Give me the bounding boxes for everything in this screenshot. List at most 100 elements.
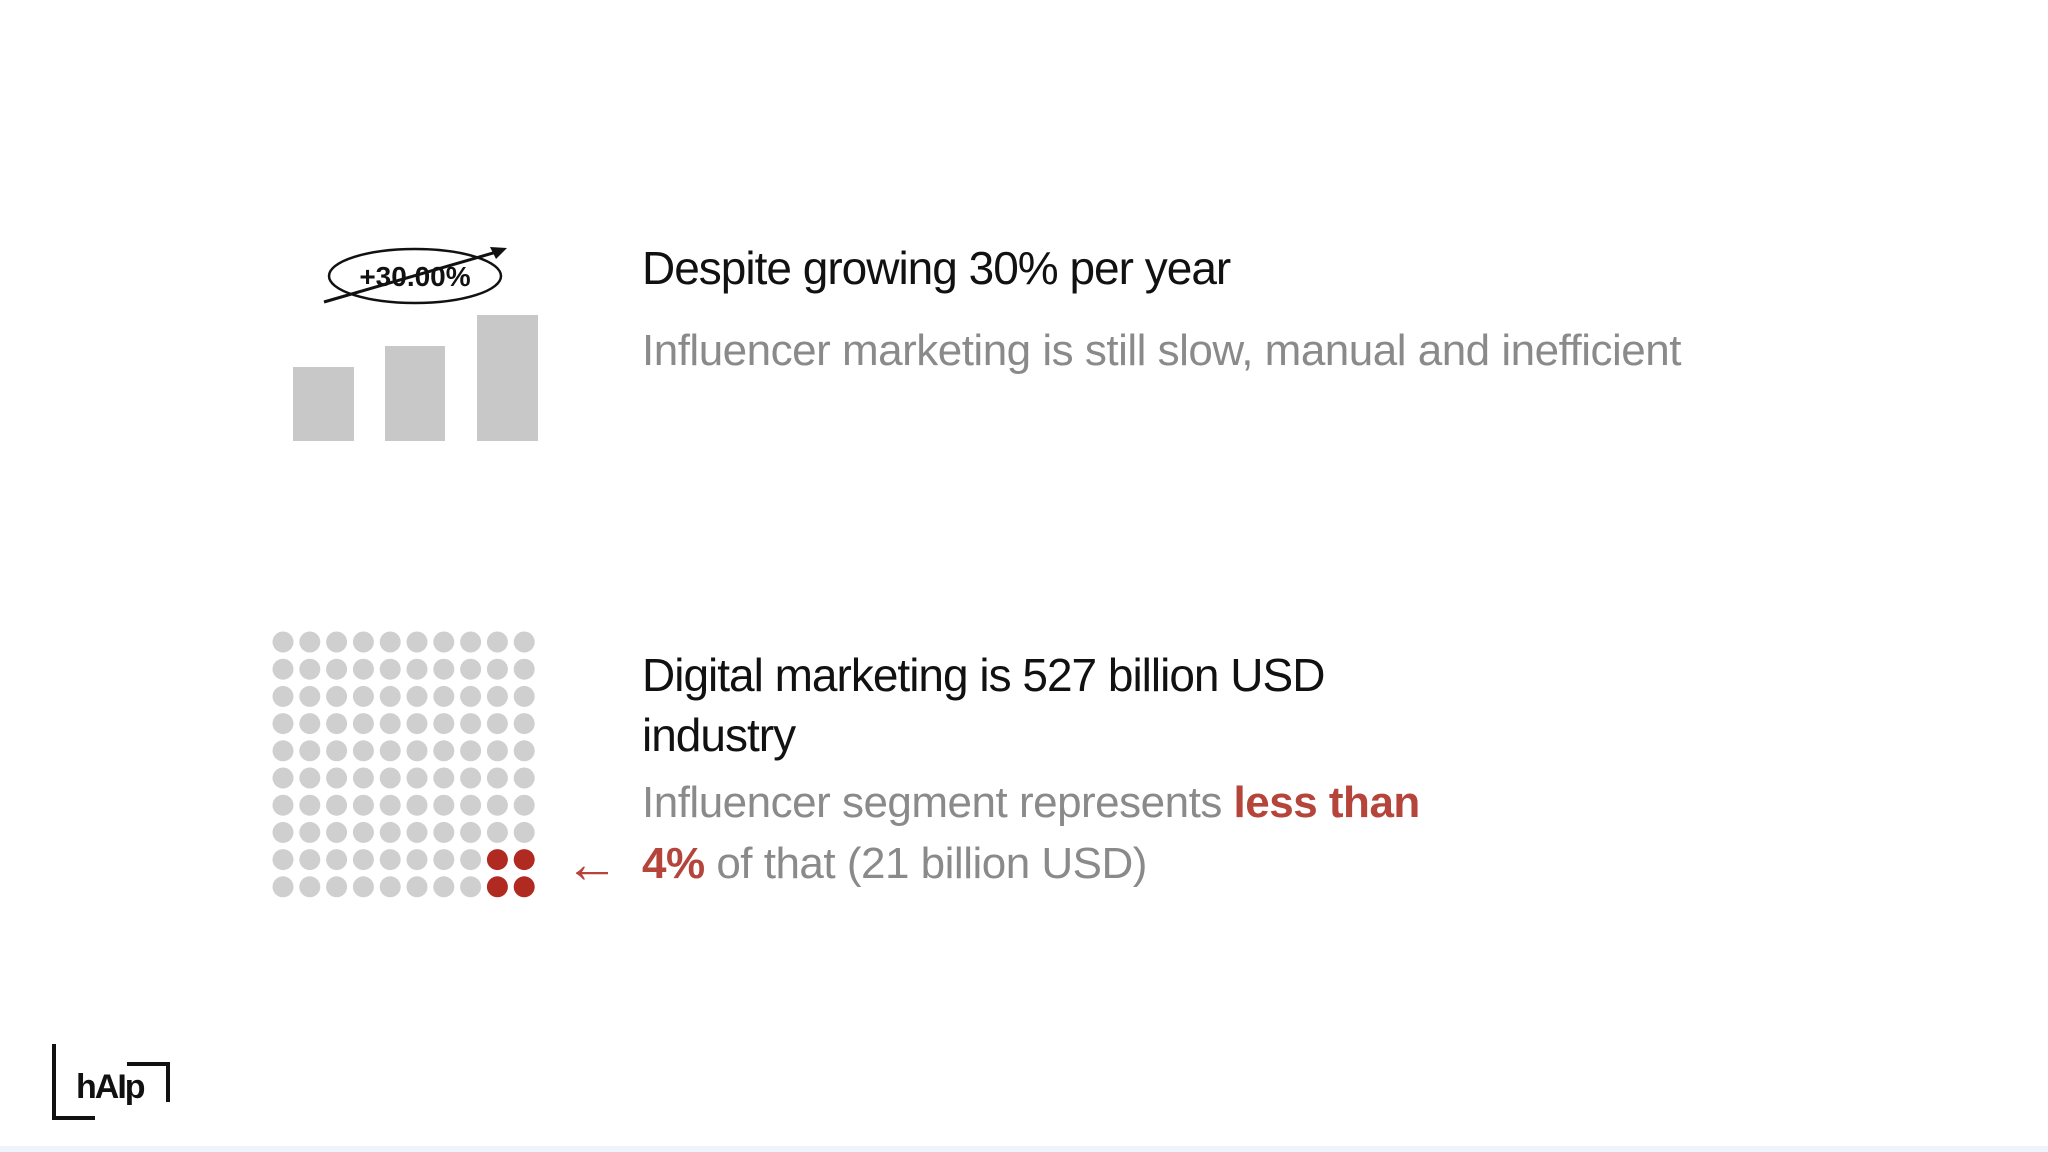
dot bbox=[486, 767, 508, 789]
dot bbox=[460, 713, 482, 735]
dot bbox=[379, 849, 401, 871]
growth-icon: +30.00% bbox=[293, 247, 538, 441]
dot bbox=[433, 821, 455, 843]
dot bbox=[352, 794, 374, 816]
dot bbox=[460, 876, 482, 898]
dot bbox=[406, 740, 428, 762]
dot bbox=[326, 631, 348, 653]
dot-grid bbox=[272, 631, 535, 898]
dot bbox=[272, 685, 294, 707]
dot bbox=[379, 740, 401, 762]
dot bbox=[352, 631, 374, 653]
dot bbox=[513, 767, 535, 789]
dot bbox=[379, 685, 401, 707]
dot bbox=[460, 849, 482, 871]
dot bbox=[352, 713, 374, 735]
dot bbox=[352, 821, 374, 843]
dot bbox=[299, 740, 321, 762]
dot bbox=[486, 713, 508, 735]
dot bbox=[326, 849, 348, 871]
dot bbox=[406, 821, 428, 843]
dot bbox=[433, 794, 455, 816]
dot bbox=[486, 794, 508, 816]
dot bbox=[460, 658, 482, 680]
logo-bracket bbox=[52, 1044, 95, 1120]
body-text: Influencer marketing is still slow, manu… bbox=[642, 326, 1681, 375]
dot bbox=[433, 849, 455, 871]
dot bbox=[486, 685, 508, 707]
dot bbox=[272, 794, 294, 816]
heading: Despite growing 30% per year bbox=[642, 242, 1231, 294]
dot bbox=[486, 740, 508, 762]
body-text: Influencer segment represents bbox=[642, 778, 1234, 827]
badge-text: +30.00% bbox=[359, 261, 470, 292]
dot bbox=[460, 685, 482, 707]
dot bbox=[433, 631, 455, 653]
dot bbox=[460, 631, 482, 653]
dot bbox=[299, 876, 321, 898]
dot bbox=[460, 794, 482, 816]
dot bbox=[379, 821, 401, 843]
dot bbox=[272, 658, 294, 680]
dot bbox=[352, 767, 374, 789]
dot bbox=[326, 685, 348, 707]
dot bbox=[379, 876, 401, 898]
dot bbox=[379, 631, 401, 653]
dot bbox=[406, 713, 428, 735]
dot bbox=[352, 876, 374, 898]
logo-bracket bbox=[127, 1062, 170, 1102]
dot-highlight bbox=[486, 849, 508, 871]
dot bbox=[406, 631, 428, 653]
dot bbox=[272, 767, 294, 789]
dot bbox=[326, 713, 348, 735]
dot bbox=[460, 767, 482, 789]
dot bbox=[299, 821, 321, 843]
dot bbox=[299, 631, 321, 653]
dot bbox=[406, 685, 428, 707]
dot bbox=[272, 876, 294, 898]
dot bbox=[406, 658, 428, 680]
dot bbox=[513, 740, 535, 762]
footer-strip bbox=[0, 1146, 2048, 1152]
dot bbox=[433, 685, 455, 707]
dot-highlight bbox=[486, 876, 508, 898]
dot bbox=[433, 658, 455, 680]
icon-bar bbox=[385, 346, 445, 441]
dot bbox=[433, 740, 455, 762]
dot bbox=[299, 713, 321, 735]
dot bbox=[326, 821, 348, 843]
icon-bar bbox=[477, 315, 538, 441]
icon-bar bbox=[293, 367, 354, 441]
body-text: Influencer segment represents less than 4… bbox=[642, 772, 1420, 894]
dot bbox=[406, 767, 428, 789]
growth-arrow bbox=[323, 249, 501, 304]
dot bbox=[379, 794, 401, 816]
heading: Digital marketing is 527 billion USD ind… bbox=[642, 649, 1325, 761]
dot bbox=[352, 658, 374, 680]
dot bbox=[272, 849, 294, 871]
dot bbox=[406, 876, 428, 898]
dot bbox=[460, 821, 482, 843]
dot bbox=[272, 740, 294, 762]
dot bbox=[326, 794, 348, 816]
dot bbox=[379, 658, 401, 680]
dot bbox=[272, 821, 294, 843]
dot bbox=[513, 685, 535, 707]
dot bbox=[486, 821, 508, 843]
dot bbox=[272, 713, 294, 735]
dot bbox=[406, 849, 428, 871]
dot bbox=[299, 685, 321, 707]
dot bbox=[513, 658, 535, 680]
dot bbox=[326, 658, 348, 680]
dot-highlight bbox=[513, 876, 535, 898]
growth-arrowhead bbox=[490, 247, 507, 259]
dot bbox=[299, 767, 321, 789]
dot bbox=[513, 794, 535, 816]
highlight: less than bbox=[1233, 778, 1421, 827]
dot-highlight bbox=[513, 849, 535, 871]
dot bbox=[326, 740, 348, 762]
dot bbox=[406, 794, 428, 816]
highlight: 4% bbox=[642, 839, 705, 888]
